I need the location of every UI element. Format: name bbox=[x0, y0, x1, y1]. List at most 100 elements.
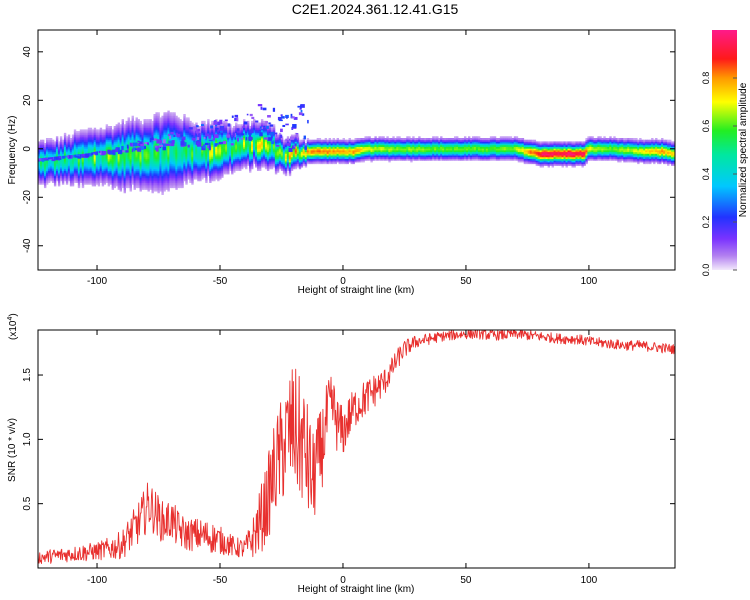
heatmap-cell bbox=[157, 155, 160, 158]
heatmap-cell bbox=[225, 163, 228, 166]
heatmap-cell bbox=[197, 150, 200, 153]
heatmap-cell bbox=[69, 162, 73, 165]
heatmap-cell bbox=[179, 146, 182, 149]
heatmap-cell bbox=[211, 146, 214, 149]
heatmap-cell bbox=[39, 150, 43, 153]
heatmap-cell bbox=[396, 150, 399, 153]
heatmap-cell bbox=[125, 139, 128, 142]
heatmap-cell bbox=[193, 144, 196, 147]
heatmap-cell bbox=[38, 179, 41, 182]
heatmap-cell bbox=[47, 175, 51, 178]
heatmap-cell bbox=[153, 132, 156, 135]
heatmap-cell bbox=[398, 141, 401, 144]
heatmap-cell bbox=[282, 172, 286, 175]
heatmap-cell bbox=[197, 163, 200, 166]
heatmap-cell bbox=[364, 138, 367, 141]
heatmap-cell bbox=[38, 146, 41, 149]
heatmap-cell bbox=[376, 153, 379, 156]
heatmap-cell bbox=[125, 148, 128, 151]
heatmap-cell bbox=[223, 126, 226, 129]
heatmap-cell bbox=[135, 158, 138, 161]
heatmap-cell bbox=[239, 150, 242, 153]
heatmap-cell bbox=[185, 139, 188, 142]
heatmap-cell bbox=[360, 148, 363, 151]
heatmap-cell bbox=[147, 177, 150, 180]
heatmap-cell bbox=[215, 177, 218, 180]
heatmap-cell bbox=[47, 143, 51, 146]
heatmap-cell bbox=[63, 146, 67, 149]
heatmap-cell bbox=[207, 126, 210, 129]
heatmap-cell bbox=[147, 144, 150, 147]
heatmap-cell bbox=[121, 141, 124, 144]
heatmap-cell bbox=[157, 127, 160, 130]
heatmap-cell bbox=[394, 143, 397, 146]
heatmap-cell bbox=[127, 160, 130, 163]
heatmap-cell bbox=[141, 187, 144, 190]
heatmap-cell bbox=[280, 163, 284, 166]
heatmap-cell bbox=[207, 148, 210, 151]
heatmap-cell bbox=[149, 129, 152, 132]
heatmap-cell bbox=[245, 158, 248, 161]
heatmap-cell bbox=[49, 144, 53, 147]
heatmap-cell bbox=[368, 155, 371, 158]
heatmap-cell bbox=[143, 174, 146, 177]
heatmap-cell bbox=[322, 160, 326, 163]
heatmap-cell bbox=[183, 175, 186, 178]
heatmap-cell bbox=[167, 151, 170, 154]
heatmap-cell bbox=[171, 117, 174, 120]
heatmap-cell bbox=[189, 136, 192, 139]
heatmap-cell bbox=[191, 170, 194, 173]
heatmap-cell bbox=[107, 158, 111, 161]
heatmap-cell bbox=[203, 156, 206, 159]
heatmap-cell bbox=[330, 139, 334, 142]
heatmap-cell bbox=[247, 150, 250, 153]
heatmap-cell bbox=[364, 155, 367, 158]
heatmap-cell bbox=[137, 182, 140, 185]
heatmap-cell bbox=[143, 165, 146, 168]
heatmap-cell bbox=[338, 150, 341, 153]
heatmap-cell bbox=[55, 153, 59, 156]
heatmap-cell bbox=[262, 141, 266, 144]
heatmap-cell bbox=[396, 155, 399, 158]
heatmap-cell bbox=[175, 146, 178, 149]
heatmap-cell bbox=[334, 158, 337, 161]
heatmap-cell bbox=[171, 165, 174, 168]
heatmap-cell bbox=[203, 124, 206, 127]
heatmap-cell bbox=[167, 179, 170, 182]
heatmap-cell bbox=[129, 189, 132, 192]
heatmap-cell bbox=[129, 180, 132, 183]
heatmap-cell bbox=[145, 177, 148, 180]
heatmap-cell bbox=[143, 124, 146, 127]
heatmap-cell bbox=[203, 139, 206, 142]
heatmap-cell bbox=[57, 170, 61, 173]
heatmap-cell bbox=[219, 132, 222, 135]
heatmap-cell bbox=[268, 151, 272, 154]
heatmap-cell bbox=[107, 127, 111, 130]
heatmap-cell bbox=[324, 139, 328, 142]
heatmap-cell bbox=[167, 129, 170, 132]
heatmap-cell bbox=[113, 144, 117, 147]
heatmap-cell bbox=[105, 163, 109, 166]
heatmap-cell bbox=[392, 158, 395, 161]
heatmap-cell bbox=[63, 141, 67, 144]
heatmap-cell bbox=[161, 184, 164, 187]
heatmap-cell bbox=[384, 139, 387, 142]
heatmap-cell bbox=[237, 167, 240, 170]
heatmap-cell bbox=[123, 158, 126, 161]
heatmap-cell bbox=[223, 143, 226, 146]
heatmap-cell bbox=[262, 122, 266, 125]
heatmap-cell bbox=[211, 138, 214, 141]
heatmap-cell bbox=[163, 119, 166, 122]
heatmap-cell bbox=[155, 184, 158, 187]
heatmap-cell bbox=[227, 167, 230, 170]
heatmap-cell bbox=[262, 163, 266, 166]
heatmap-cell bbox=[256, 156, 260, 159]
heatmap-cell bbox=[191, 172, 194, 175]
heatmap-cell bbox=[175, 162, 178, 165]
heatmap-cell bbox=[145, 134, 148, 137]
heatmap-cell bbox=[97, 163, 101, 166]
heatmap-cell bbox=[131, 134, 134, 137]
heatmap-cell bbox=[155, 143, 158, 146]
heatmap-cell bbox=[113, 177, 117, 180]
heatmap-cell bbox=[215, 155, 218, 158]
